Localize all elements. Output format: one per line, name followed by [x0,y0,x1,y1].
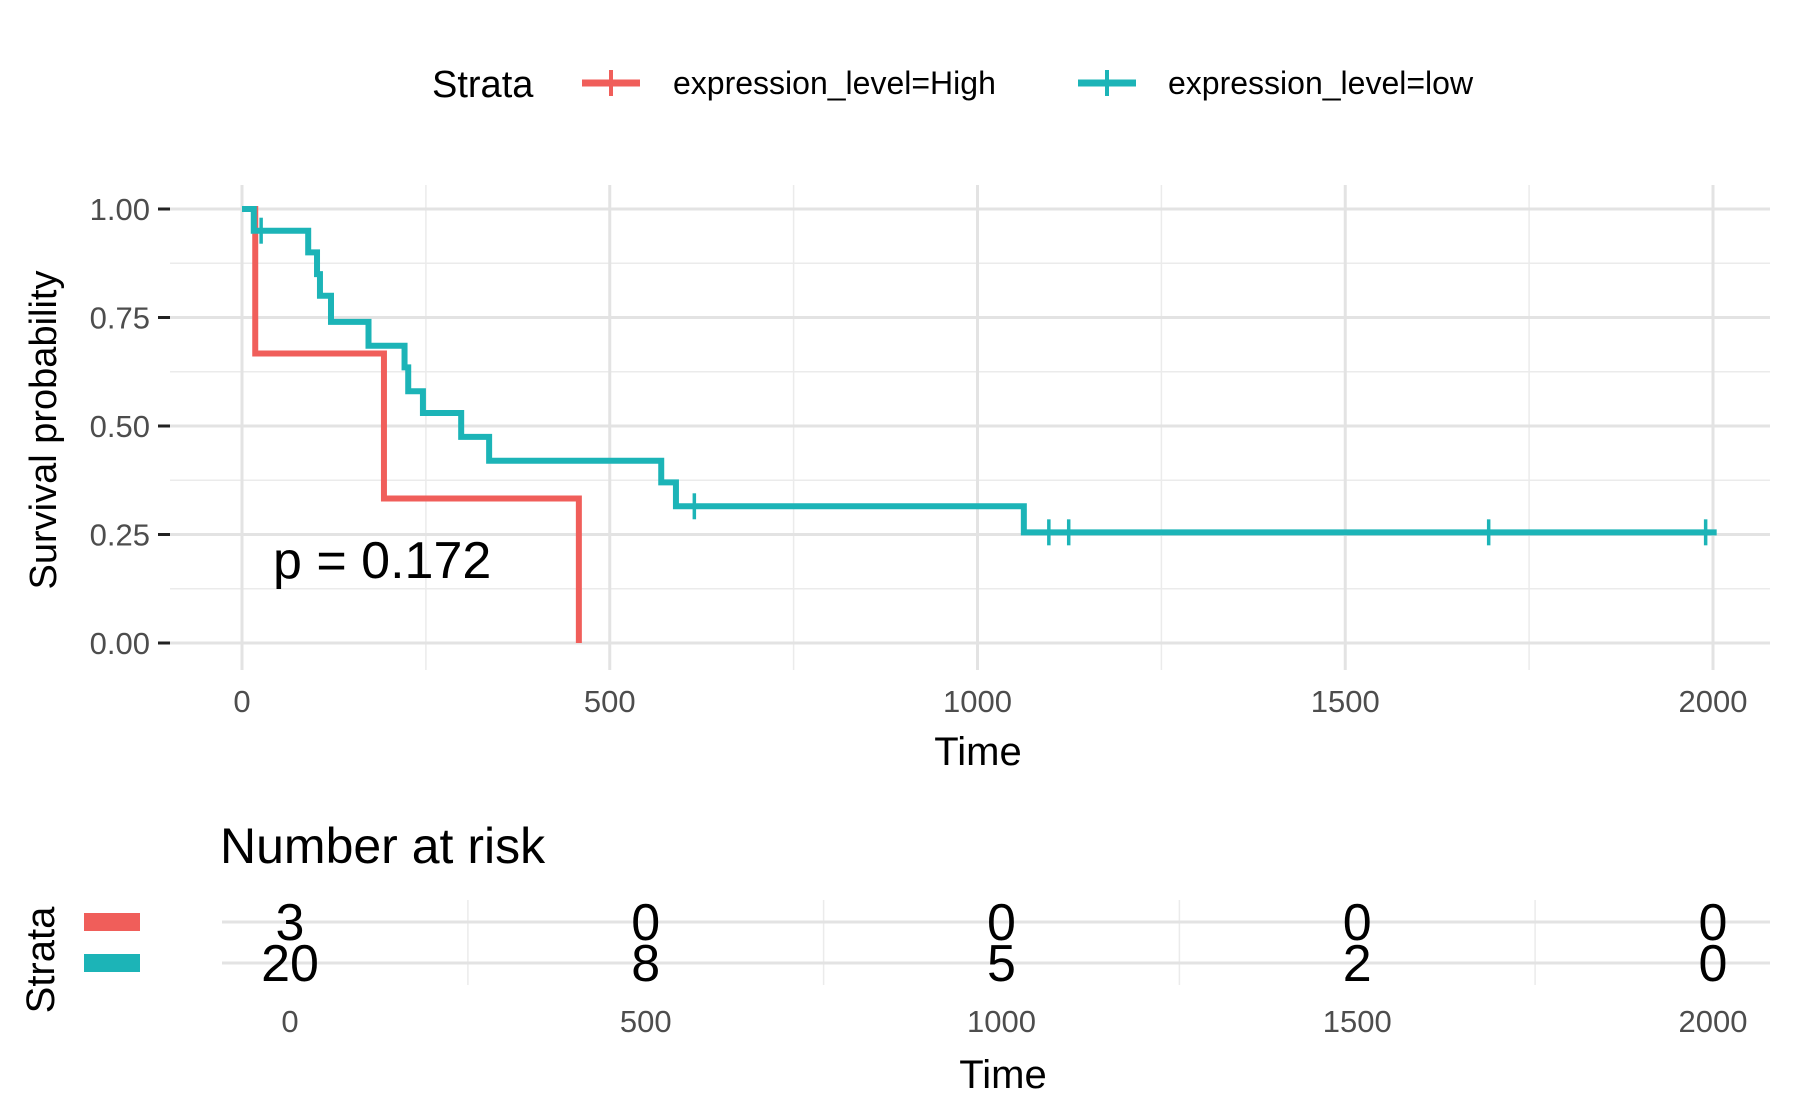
km-y-tick-label-3: 0.75 [90,301,150,336]
risk-x-tick-label-4: 2000 [1679,1004,1748,1039]
risk-cell-0-2: 0 [987,894,1016,952]
risk-x-axis-title: Time [959,1053,1046,1097]
risk-grid [222,900,1770,985]
risk-cell-1-2: 5 [987,935,1016,993]
survival-plot: 0.00 0.25 0.50 0.75 1.00 0 500 1000 1500 2000 Su… [23,185,1770,774]
km-y-tick-label-2: 0.50 [90,409,150,444]
risk-cell-1-4: 0 [1699,935,1728,993]
risk-cell-0-4: 0 [1699,894,1728,952]
km-curve-1 [242,206,1717,536]
risk-cell-1-0: 20 [261,935,319,993]
km-x-tick-label-0: 0 [233,684,250,719]
km-y-tick-label-0: 0.00 [90,626,150,661]
km-x-tick-label-4: 2000 [1679,684,1748,719]
km-x-axis-title: Time [934,730,1021,774]
risk-cell-1-3: 2 [1343,935,1372,993]
legend-entry-high: expression_level=High [582,65,996,101]
risk-cell-0-3: 0 [1343,894,1372,952]
risk-strata-swatch-1 [84,954,140,972]
legend-label-low: expression_level=low [1168,65,1474,101]
risk-cell-0-1: 0 [631,894,660,952]
risk-x-tick-label-0: 0 [281,1004,298,1039]
km-grid [170,185,1770,670]
km-x-axis: 0 500 1000 1500 2000 [233,684,1747,719]
risk-table-title: Number at risk [220,818,546,874]
km-y-axis-title: Survival probability [23,271,65,590]
risk-strata-swatch-0 [84,913,140,931]
risk-cell-1-1: 8 [631,935,660,993]
risk-y-axis-title: Strata [19,906,63,1013]
km-x-tick-label-3: 1500 [1311,684,1380,719]
risk-cells: 3 0 0 0 020 8 5 2 0 [261,894,1727,993]
p-value-annotation: p = 0.172 [273,532,491,590]
risk-x-axis: 0 500 1000 1500 2000 [281,1004,1747,1039]
km-y-axis: 0.00 0.25 0.50 0.75 1.00 [90,192,170,661]
risk-x-tick-label-2: 1000 [967,1004,1036,1039]
km-y-tick-label-1: 0.25 [90,518,150,553]
legend-title: Strata [432,64,534,106]
legend-entry-low: expression_level=low [1078,65,1474,101]
risk-x-tick-label-1: 500 [620,1004,672,1039]
km-series-layer [242,206,1717,643]
km-x-tick-label-1: 500 [584,684,636,719]
risk-cell-0-0: 3 [276,894,305,952]
legend-label-high: expression_level=High [673,65,996,101]
risk-x-tick-label-3: 1500 [1323,1004,1392,1039]
km-x-tick-label-2: 1000 [943,684,1012,719]
km-y-tick-label-4: 1.00 [90,192,150,227]
risk-strata-swatches [84,913,140,972]
legend: Strata expression_level=High expression_… [432,64,1474,106]
risk-table: Number at risk 3 0 0 0 020 8 5 2 0 0 500 1000 1500 2… [19,818,1770,1097]
